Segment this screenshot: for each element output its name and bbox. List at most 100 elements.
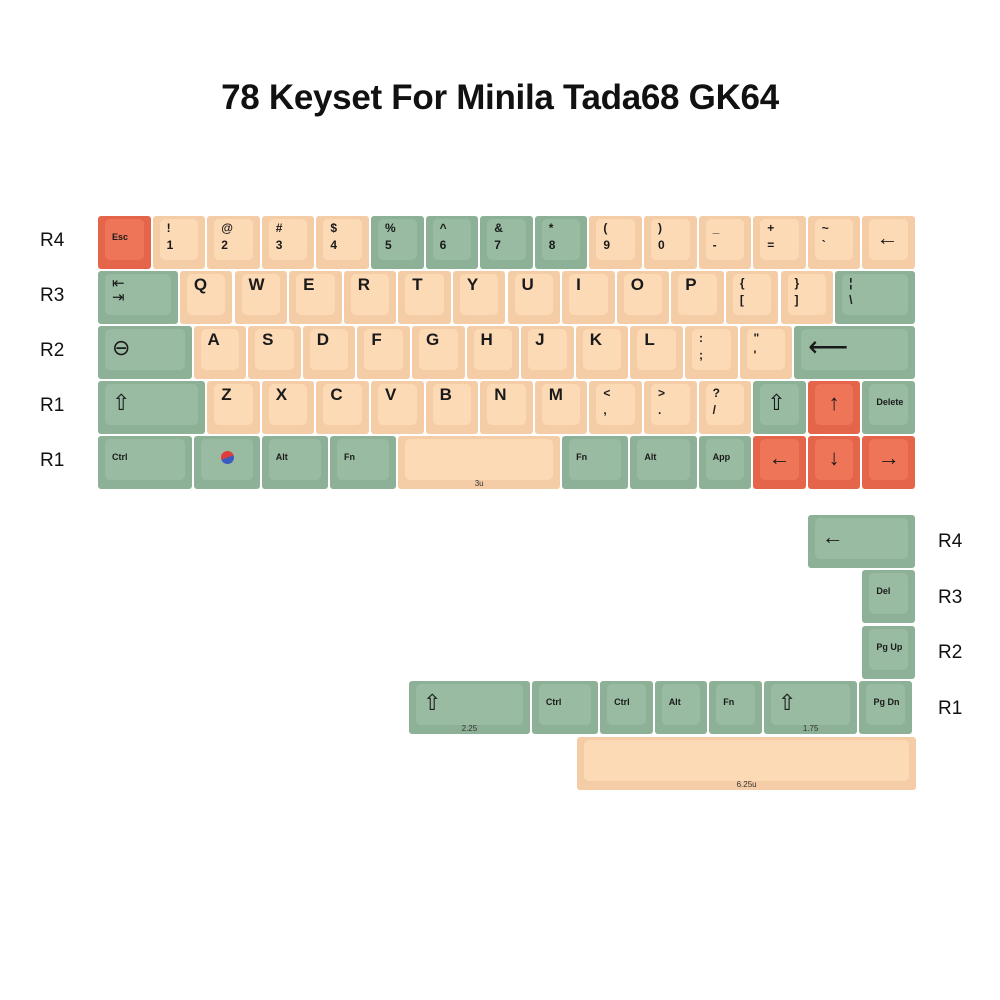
key-legend: ! 1 (167, 220, 174, 254)
base-legend: 9 (603, 238, 611, 252)
key-esc: Esc (98, 216, 151, 269)
key-symbol: + = (753, 216, 806, 269)
key-face (296, 274, 335, 315)
key-legend: ^ 6 (440, 220, 447, 254)
row-label: R3 (938, 587, 963, 608)
shifted-legend: ? (712, 386, 720, 400)
key-legend: ) 0 (658, 220, 665, 254)
base-legend: 7 (494, 238, 501, 252)
base-legend: . (658, 403, 662, 417)
key-face (607, 684, 646, 725)
key-size-label: 2.25 (461, 724, 478, 733)
key-s: S (248, 326, 301, 379)
key-n: N (480, 381, 533, 434)
key-alt: Alt (630, 436, 697, 489)
key-legend: C (330, 385, 343, 404)
shifted-legend: # (275, 221, 283, 235)
key-r: R (343, 271, 397, 324)
key-face (866, 684, 906, 725)
key-face (637, 329, 676, 370)
key-m: M (534, 381, 588, 434)
key-symbol: <, (589, 381, 642, 434)
key-j: J (521, 326, 574, 379)
key-legend: % 5 (385, 220, 396, 254)
key-legend: Alt (668, 697, 681, 707)
key-face (405, 274, 444, 315)
key-legend: >. (658, 385, 665, 419)
row-label: R2 (40, 340, 65, 361)
key-face (582, 329, 622, 370)
shifted-legend: & (494, 221, 503, 235)
key-3u: 3u (398, 436, 561, 489)
key-face (538, 684, 592, 725)
key-face (869, 573, 908, 614)
key-face (416, 684, 523, 725)
key-face (268, 439, 322, 480)
key-legend: Esc (112, 232, 129, 242)
key-2: @2 (207, 216, 260, 269)
key-legend: Fn (576, 452, 588, 462)
key-del: Del (862, 570, 915, 623)
key-face (105, 274, 171, 315)
shift-icon: ⇧ (423, 690, 442, 715)
key-ctrl: Ctrl (98, 436, 192, 489)
key-pg-dn: Pg Dn (859, 681, 913, 734)
key-arrow-right: → (862, 436, 915, 489)
key-f: F (357, 326, 410, 379)
key-backspace-arrow: ← (862, 216, 915, 269)
key-legend: Delete (876, 397, 904, 407)
key-face (814, 384, 854, 425)
key-alt: Alt (654, 681, 708, 734)
key-z: Z (207, 381, 260, 434)
arrow-left-icon: ← (768, 445, 791, 470)
key-symbol: {[ (725, 271, 779, 324)
key-face (364, 329, 403, 370)
base-legend: 6 (439, 238, 447, 252)
key-shift: ⇧ (98, 381, 206, 434)
key-symbol: " ' (739, 326, 793, 379)
key-4: $4 (316, 216, 369, 269)
key-face (432, 219, 472, 260)
key-face (459, 274, 499, 315)
key-t: T (398, 271, 451, 324)
key-face (105, 384, 199, 425)
shifted-legend: ) (658, 221, 662, 235)
key-face (651, 219, 690, 260)
key-3: #3 (261, 216, 315, 269)
key-d: D (302, 326, 356, 379)
key-face (200, 329, 240, 370)
backspace-arrow-icon: ← (876, 225, 899, 250)
key-6: ^ 6 (425, 216, 479, 269)
key-i: I (562, 271, 615, 324)
arrow-right-icon: → (877, 445, 900, 470)
key-face (770, 684, 851, 725)
key-size-label: 6.25u (736, 780, 757, 789)
key-app: App (698, 436, 752, 489)
key-face (637, 439, 690, 480)
key-legend: Alt (644, 452, 657, 462)
key-delete: Delete (862, 381, 915, 434)
key-face (487, 384, 526, 425)
key-legend: K (589, 330, 603, 349)
base-legend: 8 (548, 238, 556, 252)
key-legend: <, (603, 385, 610, 419)
key-face (350, 274, 390, 315)
key-face (705, 439, 745, 480)
row-label: R2 (938, 642, 963, 663)
key-v: V (371, 381, 424, 434)
key-face (869, 384, 908, 425)
key-symbol: :; (684, 326, 738, 379)
enter-icon: ⟵ (808, 331, 849, 362)
base-legend: ; (698, 348, 703, 362)
key-legend: A (207, 330, 220, 349)
key-face (814, 219, 854, 260)
key-face (309, 329, 349, 370)
base-legend: ` (821, 238, 826, 252)
key-face (584, 740, 910, 781)
key-legend: J (535, 330, 545, 349)
key-legend: W (248, 275, 265, 294)
key-legend: F (371, 330, 382, 349)
base-legend: 2 (221, 238, 228, 252)
base-legend: \ (849, 293, 853, 307)
key-face (746, 329, 786, 370)
